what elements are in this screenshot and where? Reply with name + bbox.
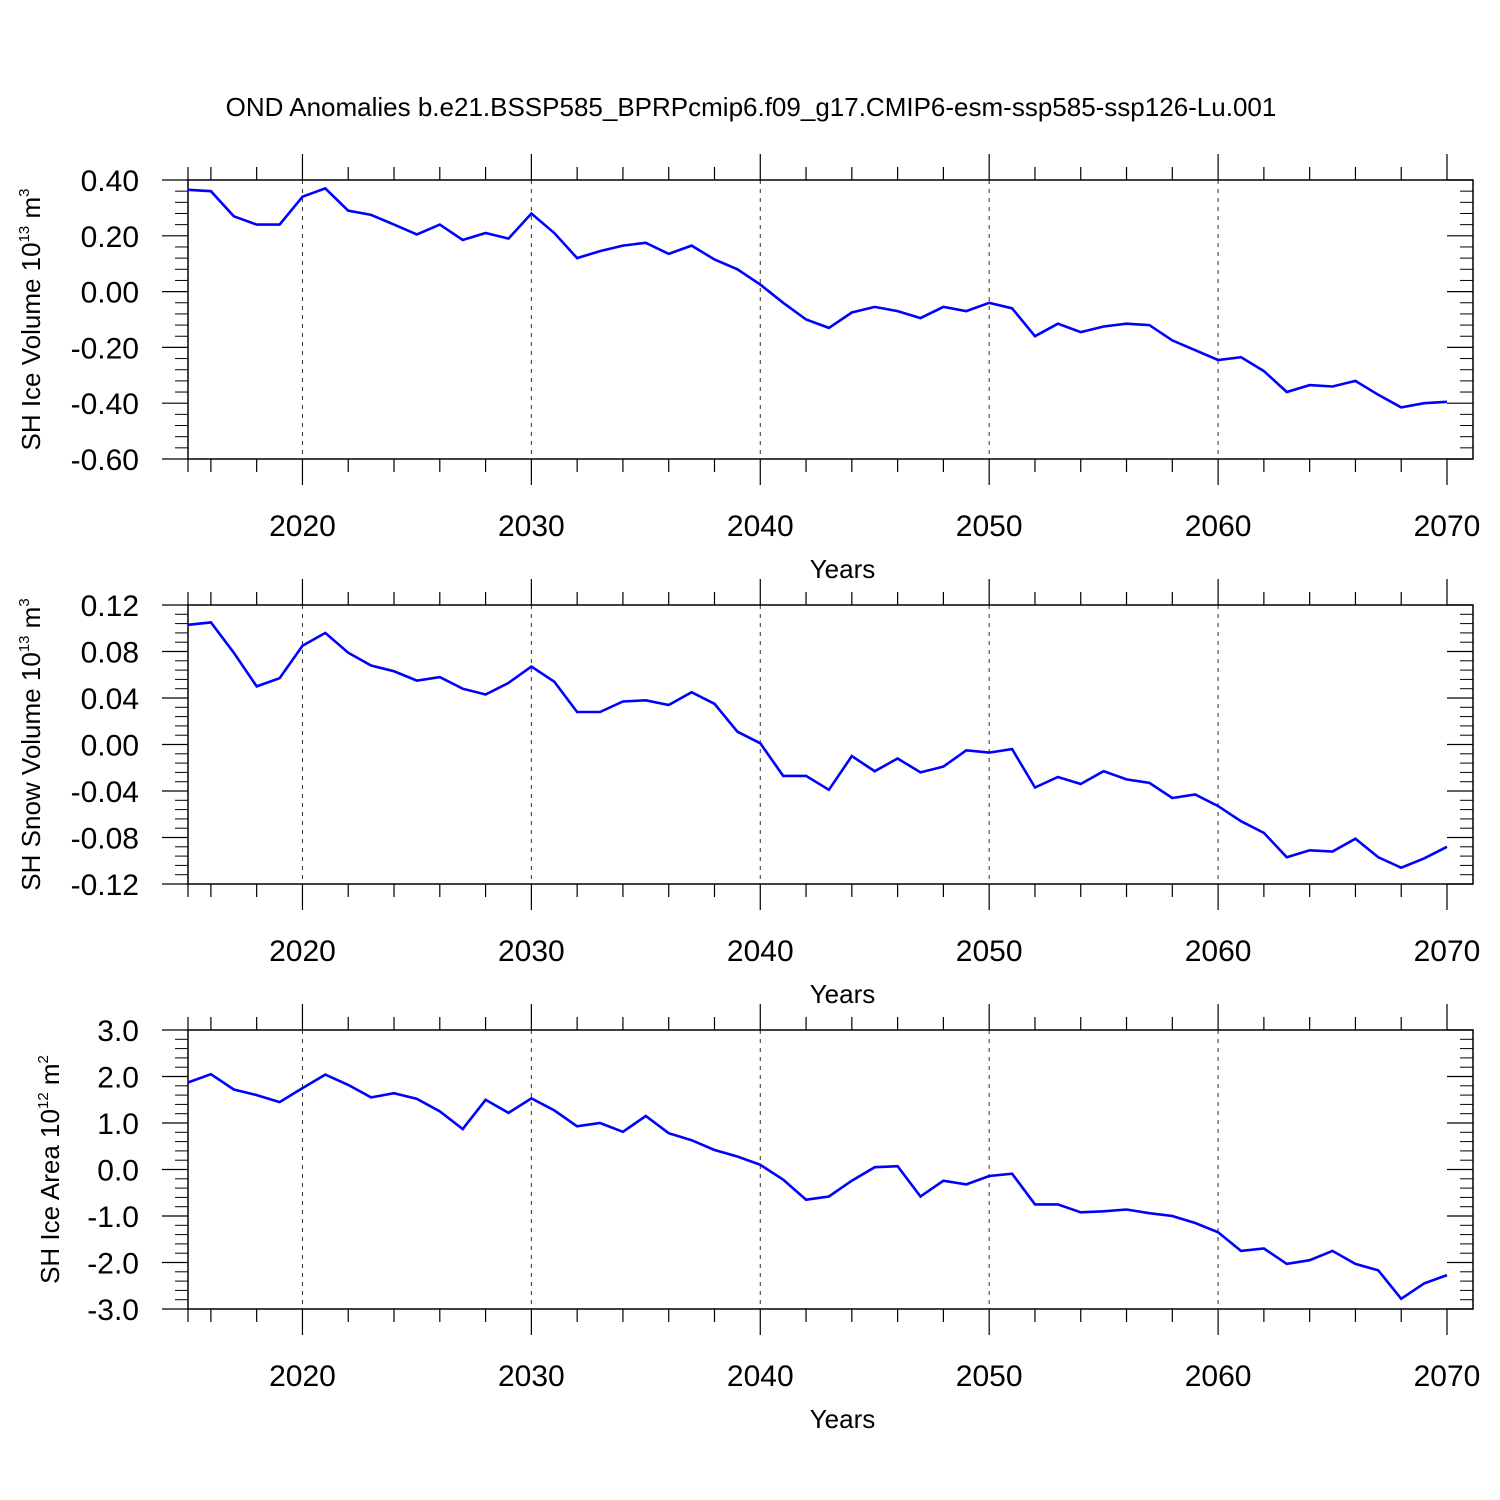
- series-line: [187, 621, 1448, 870]
- y-tick-label: -0.40: [71, 388, 139, 421]
- x-tick-label: 2060: [1185, 510, 1252, 543]
- x-tick-label: 2020: [269, 935, 336, 968]
- y-tick-label: 0.0: [97, 1155, 139, 1188]
- x-tick-label: 2050: [956, 935, 1023, 968]
- x-tick-label: 2030: [498, 510, 565, 543]
- series-line: [187, 186, 1448, 409]
- plot-frame: [187, 604, 1474, 885]
- y-tick-label: 0.12: [81, 590, 139, 623]
- x-tick-label: 2070: [1414, 935, 1481, 968]
- y-axis-label-text: SH Ice Volume 10: [16, 242, 46, 450]
- y-axis-label: SH Snow Volume 1013 m3: [16, 598, 46, 890]
- y-tick-label: -0.60: [71, 444, 139, 477]
- x-axis-label: Years: [810, 979, 876, 1009]
- y-tick-label: 3.0: [97, 1015, 139, 1048]
- y-tick-label: -0.12: [71, 869, 139, 902]
- y-tick-label: 0.00: [81, 730, 139, 763]
- y-axis-label-text: SH Snow Volume 10: [16, 652, 46, 890]
- x-tick-label: 2030: [498, 1360, 565, 1393]
- y-axis-label-superscript: 12: [35, 1092, 52, 1109]
- x-tick-label: 2040: [727, 510, 794, 543]
- chart-panel-snow-volume: 2020 2030 2040 2050 2060 2070 Years -0.12 -0.08 -…: [16, 579, 1480, 1009]
- y-tick-label: 0.08: [81, 637, 139, 670]
- y-axis-label: SH Ice Area 1012 m2: [35, 1055, 65, 1284]
- plot-frame: [187, 1029, 1474, 1310]
- y-axis-label-superscript: 3: [16, 598, 33, 606]
- x-axis-label: Years: [810, 554, 876, 584]
- chart-panel-ice-volume: 2020 2030 2040 2050 2060 2070 Years -0.60 -0.40 -…: [16, 154, 1480, 584]
- chart-panel-ice-area: 2020 2030 2040 2050 2060 2070 Years -3.0 -2.0 -1.…: [35, 1004, 1480, 1434]
- x-axis-label: Years: [810, 1404, 876, 1434]
- y-tick-label: -0.08: [71, 823, 139, 856]
- y-tick-label: -3.0: [87, 1294, 139, 1327]
- y-tick-label: 0.20: [81, 221, 139, 254]
- y-tick-label: 0.40: [81, 165, 139, 198]
- x-tick-label: 2050: [956, 510, 1023, 543]
- y-axis-label-text: m: [16, 197, 46, 226]
- y-axis-label-text: m: [16, 607, 46, 636]
- x-tick-label: 2040: [727, 1360, 794, 1393]
- x-tick-label: 2020: [269, 510, 336, 543]
- y-axis-label-superscript: 13: [16, 636, 33, 653]
- x-tick-label: 2070: [1414, 510, 1481, 543]
- y-tick-label: -1.0: [87, 1201, 139, 1234]
- y-axis-label-superscript: 13: [16, 226, 33, 243]
- x-tick-label: 2030: [498, 935, 565, 968]
- series-line: [187, 1072, 1448, 1301]
- y-axis-label-text: m: [35, 1063, 65, 1092]
- x-tick-label: 2050: [956, 1360, 1023, 1393]
- x-tick-label: 2060: [1185, 1360, 1252, 1393]
- y-tick-label: 1.0: [97, 1108, 139, 1141]
- x-tick-label: 2020: [269, 1360, 336, 1393]
- y-axis-label: SH Ice Volume 1013 m3: [16, 188, 46, 450]
- figure-title: OND Anomalies b.e21.BSSP585_BPRPcmip6.f0…: [226, 92, 1277, 122]
- plot-frame: [187, 179, 1474, 460]
- y-axis-label-superscript: 2: [35, 1055, 52, 1063]
- y-tick-label: 2.0: [97, 1062, 139, 1095]
- x-tick-label: 2060: [1185, 935, 1252, 968]
- y-axis-label-text: SH Ice Area 10: [35, 1109, 65, 1284]
- y-tick-label: -0.04: [71, 776, 139, 809]
- y-tick-label: 0.04: [81, 683, 139, 716]
- y-tick-label: -2.0: [87, 1248, 139, 1281]
- y-axis-label-superscript: 3: [16, 188, 33, 196]
- x-tick-label: 2040: [727, 935, 794, 968]
- y-tick-label: 0.00: [81, 277, 139, 310]
- y-tick-label: -0.20: [71, 332, 139, 365]
- x-tick-label: 2070: [1414, 1360, 1481, 1393]
